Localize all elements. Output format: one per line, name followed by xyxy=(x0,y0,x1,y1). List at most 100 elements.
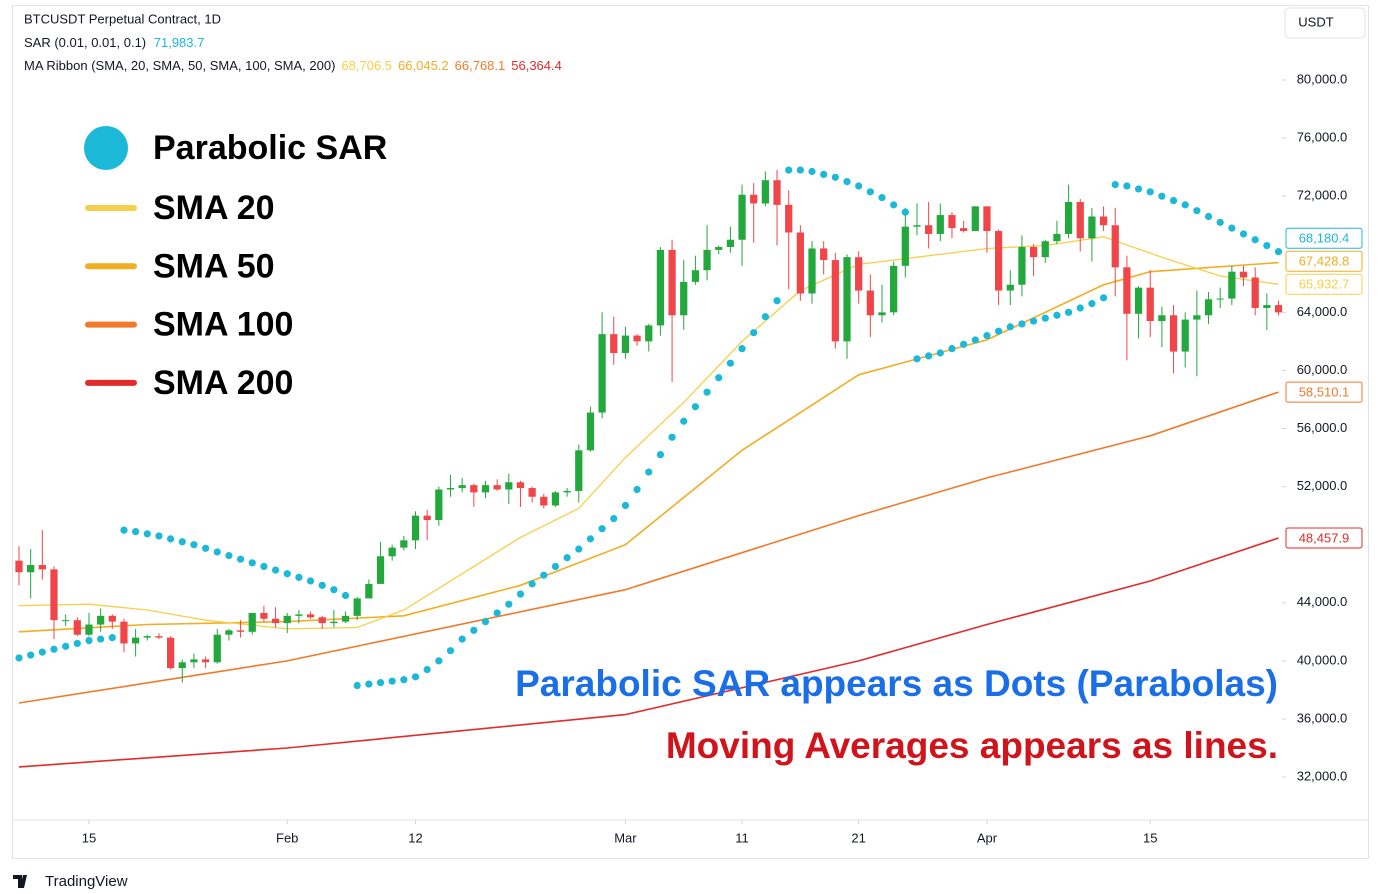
last-value-badge xyxy=(1285,273,1363,295)
candle-body xyxy=(1111,225,1119,268)
sar-dot xyxy=(411,673,420,681)
sar-dot xyxy=(341,591,350,600)
overlay: 68,180.4 65,932.7 67,428.8 58,510.1 48,457.9… xyxy=(84,126,1363,766)
candle-body xyxy=(1239,271,1248,278)
sma-line xyxy=(18,537,1279,768)
sar-dot xyxy=(97,635,105,643)
candle-body xyxy=(551,492,560,506)
candle-body xyxy=(1158,315,1166,322)
sar-dot xyxy=(680,417,688,425)
candle-body xyxy=(470,485,478,493)
legend-label: SMA 200 xyxy=(153,364,293,402)
y-tick-label: 64,000.0 xyxy=(1297,304,1348,319)
sma-line xyxy=(18,261,1279,633)
y-tick-label: 56,000.0 xyxy=(1297,420,1348,435)
sar-dot xyxy=(598,525,606,533)
candle-body xyxy=(493,485,501,490)
sar-header-value: 71,983.7 xyxy=(154,35,205,50)
ma-header-value: 68,706.5 xyxy=(341,58,392,73)
sar-dot xyxy=(773,297,781,305)
currency-button[interactable] xyxy=(1284,7,1366,39)
candle-body xyxy=(1006,284,1014,291)
candle-body xyxy=(1123,267,1131,314)
sar-dot xyxy=(190,541,198,549)
candle-body xyxy=(62,620,70,622)
candle-body xyxy=(120,621,128,644)
candle-body xyxy=(785,204,793,233)
x-tick-label: 15 xyxy=(1143,830,1157,845)
sar-dot xyxy=(50,645,58,653)
y-tick-label: 60,000.0 xyxy=(1297,362,1348,377)
chart-title: BTCUSDT Perpetual Contract, 1D xyxy=(24,11,221,26)
legend-label: SMA 50 xyxy=(153,247,275,285)
y-tick-label: 40,000.0 xyxy=(1297,652,1348,667)
candle-body xyxy=(306,614,315,618)
sar-dot xyxy=(691,403,699,411)
candle-body xyxy=(1134,287,1143,314)
sar-dot xyxy=(890,201,898,209)
sar-dot xyxy=(1076,304,1084,312)
candle-body xyxy=(248,612,256,632)
sar-dot xyxy=(388,677,396,685)
sar-dot xyxy=(703,388,711,396)
candle-body xyxy=(598,334,606,413)
candle-body xyxy=(983,206,991,232)
sar-dot xyxy=(785,166,793,174)
currency-label[interactable]: USDT xyxy=(1298,14,1333,29)
sar-dot xyxy=(960,340,968,348)
candle-body xyxy=(271,618,280,624)
candle-body xyxy=(318,617,326,624)
candle-body xyxy=(621,335,630,354)
sar-dot xyxy=(178,538,186,546)
sar-dot xyxy=(796,166,804,174)
candle-body xyxy=(178,662,186,669)
sar-dot xyxy=(1088,300,1096,308)
candle-body xyxy=(750,194,758,204)
annotation: Moving Averages appears as lines. xyxy=(666,725,1278,766)
ma-header-value: 56,364.4 xyxy=(511,58,562,73)
sar-dot xyxy=(85,636,93,645)
sar-dot xyxy=(1134,185,1143,193)
sar-dot xyxy=(505,600,513,608)
candle-body xyxy=(680,281,688,316)
sar-dot xyxy=(995,327,1003,335)
candle-body xyxy=(423,515,431,520)
sar-dot xyxy=(516,590,525,598)
sma-line xyxy=(18,391,1279,704)
sar-dot xyxy=(948,345,956,353)
sar-dot xyxy=(1204,212,1213,221)
sar-dot xyxy=(913,355,921,363)
sar-dot xyxy=(563,554,571,562)
sar-dot xyxy=(820,170,828,178)
sar-dot xyxy=(423,665,431,674)
ma-header: MA Ribbon (SMA, 20, SMA, 50, SMA, 100, S… xyxy=(24,58,562,73)
sar-dot xyxy=(866,188,874,196)
sar-dot xyxy=(1193,207,1201,215)
candle-body xyxy=(330,621,338,624)
candle-body xyxy=(994,231,1003,291)
sar-dot xyxy=(656,451,665,459)
candle-body xyxy=(1041,241,1049,258)
sar-dot xyxy=(330,586,338,594)
x-tick-label: 15 xyxy=(82,830,96,845)
candle-body xyxy=(913,225,921,227)
candle-body xyxy=(516,482,525,489)
candle-body xyxy=(341,615,350,622)
sma-line xyxy=(18,236,1279,630)
sar-dot xyxy=(528,580,536,588)
ma-header-label: MA Ribbon (SMA, 20, SMA, 50, SMA, 100, S… xyxy=(24,58,335,73)
sar-dot xyxy=(633,485,641,494)
sar-dot xyxy=(761,313,769,321)
candle-body xyxy=(1146,287,1154,322)
candle-body xyxy=(610,334,618,354)
sar-dot xyxy=(108,634,116,642)
sar-dot xyxy=(936,349,944,357)
sar-dot xyxy=(27,651,35,659)
sar-dot xyxy=(1263,241,1271,250)
sar-dot xyxy=(1274,248,1283,256)
sar-dot xyxy=(236,555,245,563)
candle-body xyxy=(1064,201,1073,234)
candle-body xyxy=(365,583,373,599)
